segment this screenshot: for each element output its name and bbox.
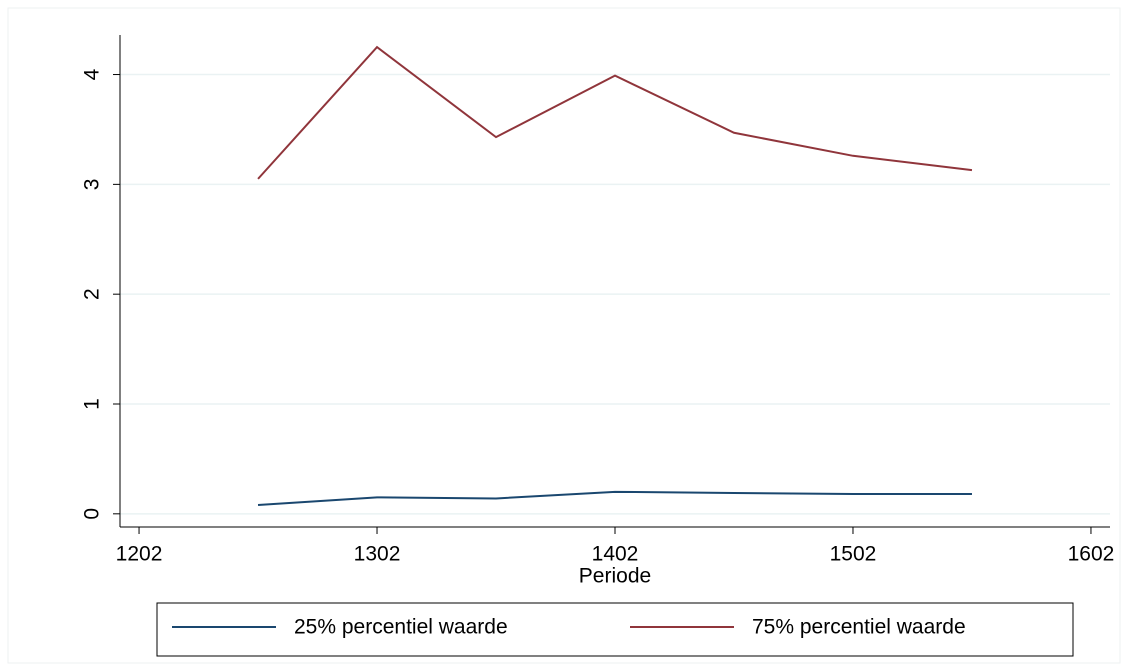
y-tick-label: 3 — [81, 179, 104, 191]
x-tick-label: 1602 — [1068, 543, 1115, 566]
x-tick-label: 1202 — [116, 543, 163, 566]
legend-label: 25% percentiel waarde — [294, 616, 508, 639]
x-tick-label: 1402 — [592, 543, 639, 566]
x-tick-label: 1302 — [354, 543, 401, 566]
y-tick-label: 4 — [81, 68, 104, 80]
legend-box — [156, 602, 1074, 657]
line-series — [257, 45, 973, 180]
legend-label: 75% percentiel waarde — [752, 616, 966, 639]
line-series — [257, 490, 972, 507]
chart-frame — [7, 7, 1121, 664]
y-tick-label: 0 — [81, 508, 104, 520]
y-tick-label: 1 — [81, 398, 104, 410]
x-tick-label: 1502 — [830, 543, 877, 566]
y-tick-label: 2 — [81, 288, 104, 300]
x-axis-title: Periode — [579, 565, 651, 588]
